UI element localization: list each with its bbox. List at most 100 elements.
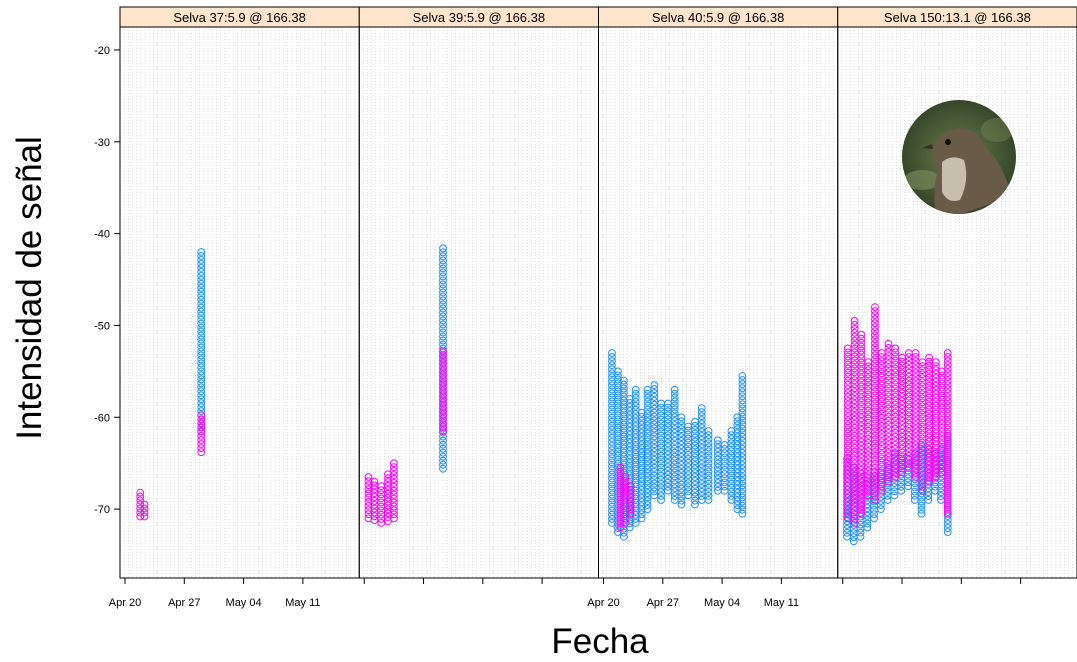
data-point xyxy=(670,397,679,406)
data-point xyxy=(891,356,900,365)
data-point xyxy=(932,449,940,458)
data-point xyxy=(670,460,679,469)
data-point xyxy=(663,478,672,487)
data-point xyxy=(850,320,859,329)
data-point xyxy=(439,415,447,423)
data-point xyxy=(197,387,206,396)
data-point xyxy=(650,381,659,390)
data-point xyxy=(943,397,952,406)
data-point xyxy=(884,339,893,348)
data-point xyxy=(911,437,920,445)
data-point xyxy=(864,386,873,395)
data-point xyxy=(943,357,952,365)
data-point xyxy=(697,436,706,444)
data-point xyxy=(197,264,206,272)
data-point xyxy=(136,504,145,513)
data-point xyxy=(857,426,866,435)
data-point xyxy=(918,370,927,379)
data-point xyxy=(626,486,635,495)
data-point xyxy=(377,519,386,527)
data-point xyxy=(631,434,640,443)
data-point xyxy=(871,496,879,504)
data-point xyxy=(864,414,873,423)
data-point xyxy=(389,502,398,511)
data-point xyxy=(691,480,699,489)
data-point xyxy=(891,352,900,361)
data-point xyxy=(663,399,672,408)
data-point xyxy=(876,505,885,514)
data-point xyxy=(925,369,934,378)
data-point xyxy=(439,272,447,281)
data-point xyxy=(932,366,940,375)
data-point xyxy=(631,478,640,487)
data-point xyxy=(924,496,933,504)
data-point xyxy=(733,485,742,494)
data-point xyxy=(670,421,679,430)
x-tick-label: Apr 20 xyxy=(587,597,619,609)
data-point xyxy=(663,467,672,475)
data-point xyxy=(864,402,873,411)
data-point xyxy=(670,409,679,418)
data-point xyxy=(197,411,206,420)
data-point xyxy=(439,288,447,297)
data-point xyxy=(613,411,622,420)
data-point xyxy=(637,506,646,515)
data-point xyxy=(136,500,145,509)
data-point xyxy=(910,496,919,504)
data-point xyxy=(890,491,899,500)
data-point xyxy=(738,449,747,457)
data-point xyxy=(943,369,952,377)
data-point xyxy=(616,487,625,496)
data-point xyxy=(733,493,742,502)
data-point xyxy=(197,248,206,256)
data-point xyxy=(637,457,646,466)
data-point xyxy=(631,510,640,519)
data-point xyxy=(197,271,206,280)
data-point xyxy=(943,516,952,524)
data-point xyxy=(136,488,145,497)
data-point xyxy=(843,449,852,458)
data-point xyxy=(621,498,630,506)
data-point xyxy=(677,488,686,497)
data-point xyxy=(857,342,866,351)
data-point xyxy=(738,485,747,494)
data-point xyxy=(943,509,952,518)
data-point xyxy=(197,260,206,268)
data-point xyxy=(891,436,900,445)
data-point xyxy=(871,383,879,392)
data-point xyxy=(439,407,447,415)
data-point xyxy=(637,490,646,498)
data-point xyxy=(720,486,729,495)
data-point xyxy=(871,355,879,364)
data-point xyxy=(918,414,927,423)
data-point xyxy=(370,477,379,486)
data-point xyxy=(650,436,659,445)
data-point xyxy=(857,438,866,446)
data-point xyxy=(650,479,659,488)
data-point xyxy=(697,484,706,492)
data-point xyxy=(943,389,952,398)
data-point xyxy=(891,420,900,429)
data-point xyxy=(917,505,926,514)
data-point xyxy=(613,375,622,384)
panel-title: Selva 37:5.9 @ 166.38 xyxy=(173,10,305,25)
bird-photo xyxy=(902,100,1016,214)
data-point xyxy=(904,349,913,357)
data-point xyxy=(631,462,640,471)
data-point xyxy=(439,456,447,465)
data-point xyxy=(918,362,927,371)
data-point xyxy=(650,483,659,492)
data-point xyxy=(898,373,906,382)
data-point xyxy=(650,440,659,449)
data-point xyxy=(384,482,392,490)
data-point xyxy=(857,462,866,470)
data-point xyxy=(626,501,635,510)
data-point xyxy=(370,504,379,513)
data-point xyxy=(439,320,447,329)
data-point xyxy=(704,451,713,460)
data-point xyxy=(670,417,679,426)
data-point xyxy=(871,427,879,436)
data-point xyxy=(613,435,622,444)
data-point xyxy=(876,501,885,509)
data-point xyxy=(625,455,634,464)
